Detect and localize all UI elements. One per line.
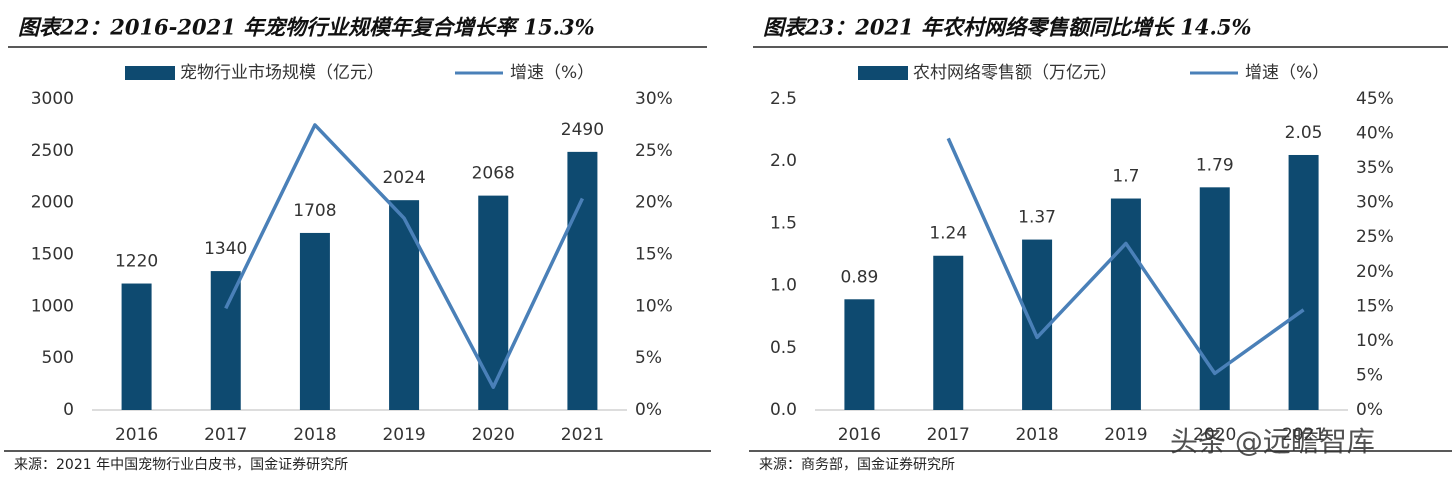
y-tick-label: 1500	[31, 245, 74, 265]
y-tick-label: 2.5	[770, 89, 797, 109]
watermark: 头条 @远瞻智库	[1170, 425, 1375, 458]
bar	[121, 283, 152, 410]
x-tick-label: 2020	[1193, 425, 1236, 445]
source-note: 来源：2021 年中国宠物行业白皮书，国金证券研究所	[14, 457, 348, 473]
data-label: 1220	[115, 252, 158, 272]
y2-tick-label: 45%	[1356, 89, 1394, 109]
chart-title: 图表23：2021 年农村网络零售额同比增长 14.5%	[763, 15, 1251, 40]
bar	[210, 271, 241, 410]
y-tick-label: 0	[63, 400, 74, 420]
data-label: 2.05	[1285, 123, 1323, 143]
y2-tick-label: 25%	[1356, 227, 1394, 247]
y2-tick-label: 20%	[1356, 262, 1394, 282]
y-tick-label: 2.0	[770, 151, 797, 171]
legend-swatch	[125, 66, 175, 80]
data-label: 1.7	[1112, 167, 1139, 187]
source-note: 来源：商务部，国金证券研究所	[759, 457, 955, 473]
x-tick-label: 2016	[838, 425, 881, 445]
x-tick-label: 2018	[1015, 425, 1058, 445]
bar	[299, 232, 330, 410]
y2-tick-label: 5%	[635, 348, 662, 368]
x-tick-label: 2019	[382, 425, 425, 445]
x-tick-label: 2017	[927, 425, 970, 445]
legend-swatch	[858, 66, 908, 80]
x-tick-label: 2020	[472, 425, 515, 445]
data-label: 1340	[204, 239, 247, 259]
bar	[567, 151, 598, 410]
bar	[1110, 198, 1141, 410]
y-tick-label: 1.0	[770, 276, 797, 296]
data-label: 0.89	[840, 267, 878, 287]
x-tick-label: 2021	[1282, 425, 1325, 445]
legend-label: 宠物行业市场规模（亿元）	[180, 63, 384, 83]
y2-tick-label: 15%	[1356, 296, 1394, 316]
growth-line	[946, 137, 1305, 376]
data-label: 1708	[293, 201, 336, 221]
legend-label: 增速（%）	[510, 63, 594, 83]
legend-label: 增速（%）	[1245, 63, 1329, 83]
data-label: 2024	[382, 168, 425, 188]
data-label: 1.37	[1018, 208, 1056, 228]
bar	[389, 200, 420, 410]
x-tick-label: 2016	[115, 425, 158, 445]
y2-tick-label: 35%	[1356, 158, 1394, 178]
legend-label: 农村网络零售额（万亿元）	[913, 63, 1117, 83]
data-label: 1.79	[1196, 155, 1234, 175]
y-tick-label: 0.5	[770, 338, 797, 358]
bar	[933, 255, 964, 410]
y2-tick-label: 5%	[1356, 365, 1383, 385]
y-tick-label: 0.0	[770, 400, 797, 420]
x-tick-label: 2021	[561, 425, 604, 445]
y2-tick-label: 10%	[1356, 331, 1394, 351]
y2-tick-label: 40%	[1356, 124, 1394, 144]
bar	[478, 195, 509, 410]
y2-tick-label: 15%	[635, 245, 673, 265]
y2-tick-label: 10%	[635, 296, 673, 316]
y2-tick-label: 30%	[635, 89, 673, 109]
y2-tick-label: 0%	[635, 400, 662, 420]
data-label: 2490	[561, 120, 604, 140]
y-tick-label: 2000	[31, 193, 74, 213]
bar	[844, 299, 875, 410]
x-tick-label: 2017	[204, 425, 247, 445]
x-tick-label: 2019	[1104, 425, 1147, 445]
y2-tick-label: 30%	[1356, 193, 1394, 213]
chart-title: 图表22：2016-2021 年宠物行业规模年复合增长率 15.3%	[18, 15, 595, 40]
data-label: 2068	[472, 164, 515, 184]
growth-line	[224, 123, 584, 389]
y-tick-label: 1.5	[770, 213, 797, 233]
y-tick-label: 3000	[31, 89, 74, 109]
y2-tick-label: 25%	[635, 141, 673, 161]
bar	[1288, 154, 1319, 410]
bar	[1199, 187, 1230, 410]
y-tick-label: 2500	[31, 141, 74, 161]
y-tick-label: 1000	[31, 296, 74, 316]
y2-tick-label: 0%	[1356, 400, 1383, 420]
x-tick-label: 2018	[293, 425, 336, 445]
data-label: 1.24	[929, 224, 967, 244]
y-tick-label: 500	[42, 348, 74, 368]
y2-tick-label: 20%	[635, 193, 673, 213]
